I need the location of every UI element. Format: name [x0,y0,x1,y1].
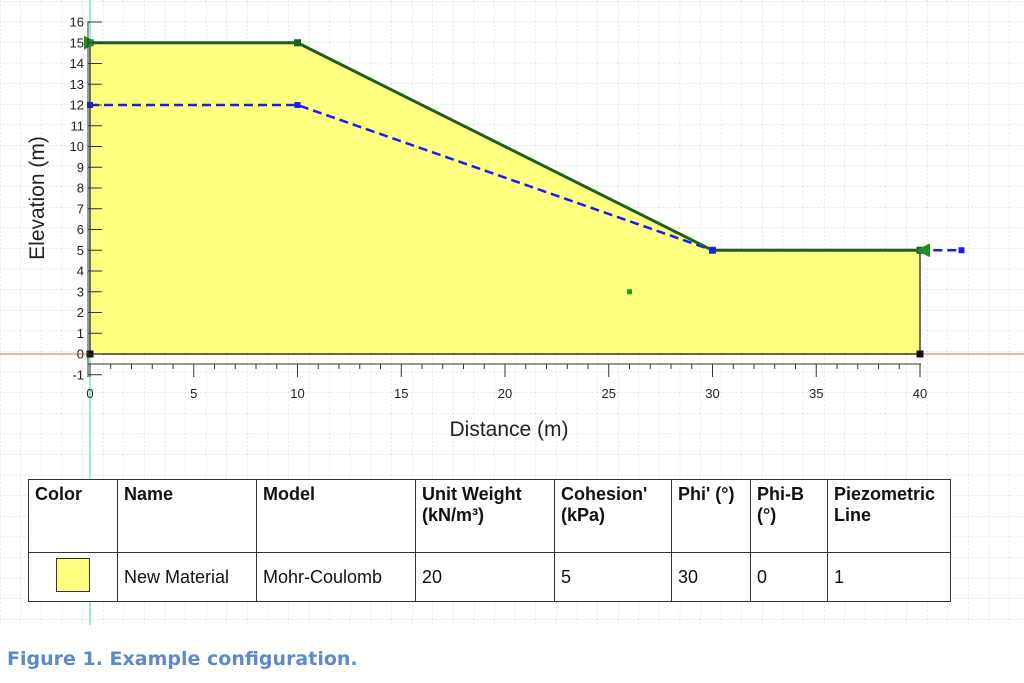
cell-color[interactable] [28,552,118,602]
y-tick-label: 11 [71,118,85,133]
y-tick-label: 14 [70,56,84,71]
slope-surface-line[interactable] [90,41,920,252]
header-name[interactable]: Name [117,479,257,553]
vertex-marker [916,350,924,358]
header-piezometric-line[interactable]: Piezometric Line [827,479,951,553]
y-tick-label: 13 [70,77,84,92]
y-tick-label: 2 [77,305,84,320]
x-tick-label: 25 [602,386,616,401]
y-tick-label: 0 [77,347,84,362]
vertex-marker [294,39,301,47]
header-cohesion[interactable]: Cohesion' (kPa) [554,479,672,553]
header-color[interactable]: Color [28,479,118,553]
water-table-point [709,247,716,254]
header-piezo-line1: Piezometric [834,484,936,504]
y-tick-label: 4 [77,264,84,279]
x-tick-label: 20 [498,386,512,401]
y-tick-label: 15 [70,35,84,50]
header-unit-weight-line2: (kN/m³) [422,505,484,525]
x-tick-label: 10 [290,386,304,401]
cell-model[interactable]: Mohr-Coulomb [256,552,416,602]
y-tick-label: 10 [70,139,84,154]
y-tick-label: 9 [77,160,84,175]
header-phi[interactable]: Phi' (°) [671,479,751,553]
x-tick-label: 40 [913,386,927,401]
y-tick-label: 16 [70,15,84,30]
y-tick-label: 12 [70,98,84,113]
x-axis-ticks: 0 5 10 15 20 25 30 35 40 [86,364,927,401]
material-color-swatch[interactable] [56,557,90,592]
materials-table: Color Name Model Unit Weight (kN/m³) Cohe… [28,479,951,602]
y-tick-label: -1 [72,367,84,382]
table-header-row: Color Name Model Unit Weight (kN/m³) Cohe… [28,479,951,553]
x-tick-label: 35 [809,386,823,401]
cell-name[interactable]: New Material [117,552,257,602]
header-cohesion-line2: (kPa) [561,505,606,525]
cell-phi-b[interactable]: 0 [750,552,828,602]
x-axis-title: Distance (m) [449,418,568,441]
y-tick-label: 6 [77,222,84,237]
material-label-point[interactable] [627,289,632,295]
y-tick-label: 8 [77,181,84,196]
x-tick-label: 15 [394,386,408,401]
table-row[interactable]: New Material Mohr-Coulomb 20 5 30 0 1 [28,552,951,602]
x-tick-label: 0 [86,386,93,401]
header-phi-b-line1: Phi-B [757,484,804,504]
water-table-point [294,102,301,108]
y-axis-title: Elevation (m) [26,136,49,260]
x-tick-label: 5 [190,386,197,401]
cell-phi[interactable]: 30 [671,552,751,602]
slope-canvas[interactable]: 0 5 10 15 20 25 30 35 40 -1012345678910111213141… [0,0,1024,625]
right-limit-marker[interactable] [916,243,930,258]
figure-caption: Figure 1. Example configuration. [7,648,358,670]
y-tick-label: 1 [77,326,84,341]
water-table-point [958,247,965,254]
cell-cohesion[interactable]: 5 [554,552,672,602]
y-tick-label: 5 [77,243,84,258]
x-tick-label: 30 [705,386,719,401]
y-tick-label: 3 [77,284,84,299]
header-unit-weight-line1: Unit Weight [422,484,522,504]
y-tick-label: 7 [77,201,84,216]
header-model[interactable]: Model [256,479,416,553]
header-cohesion-line1: Cohesion' [561,484,648,504]
cell-piezometric-line[interactable]: 1 [827,552,951,602]
header-phi-b[interactable]: Phi-B (°) [750,479,828,553]
header-unit-weight[interactable]: Unit Weight (kN/m³) [415,479,555,553]
header-piezo-line2: Line [834,505,872,525]
cell-unit-weight[interactable]: 20 [415,552,555,602]
header-phi-b-line2: (°) [757,505,777,525]
